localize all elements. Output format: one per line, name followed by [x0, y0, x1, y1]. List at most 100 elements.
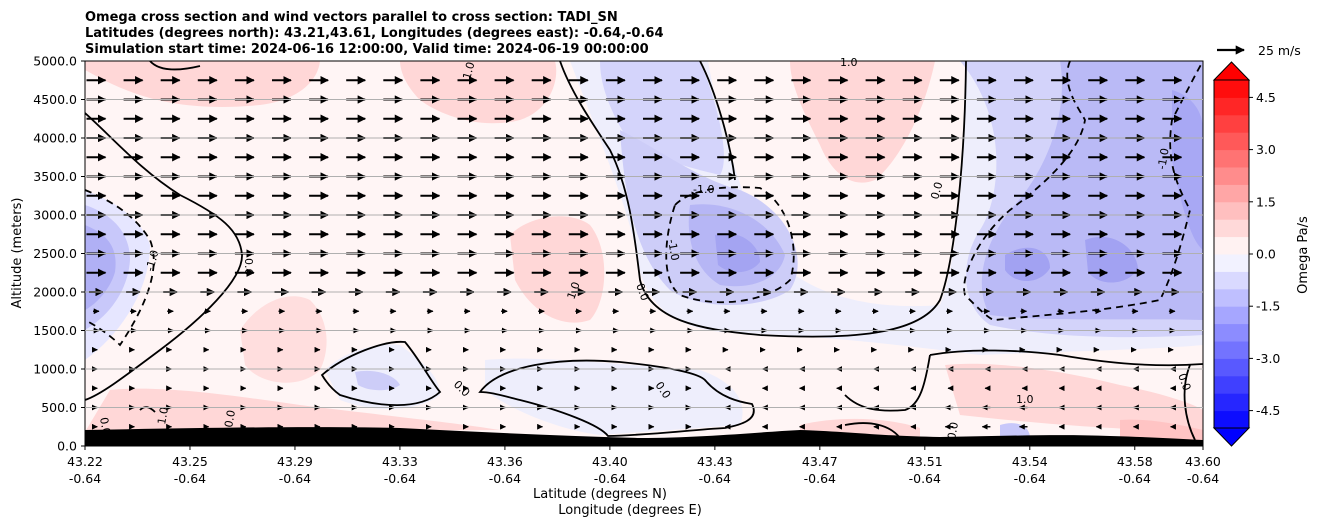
contour-zero — [320, 340, 442, 406]
x-tick-label-latitude: 43.43 — [697, 454, 733, 469]
colorbar-tick-label: -4.5 — [1256, 403, 1280, 418]
contour-label-group: -1.0 0.0 -1.0 -1.0 0.0 0.0 1.0 -1.0 1.0 … — [97, 56, 1193, 441]
colorbar-segment — [1214, 288, 1249, 307]
omega-positive-region — [790, 61, 935, 183]
contour-negative — [665, 186, 795, 304]
colorbar-tick-label: 1.5 — [1256, 194, 1276, 209]
colorbar-segment — [1214, 358, 1249, 377]
omega-negative-region — [1085, 236, 1138, 283]
y-axis: 0.0 500.0 1000.0 1500.0 2000.0 2500.0 3000.0 35… — [33, 54, 1203, 454]
contour-label: 1.0 — [460, 61, 477, 81]
omega-negative-region — [485, 358, 743, 435]
omega-negative-region — [715, 233, 760, 273]
contour-label: -1.0 — [665, 238, 682, 261]
contour-zero — [1183, 364, 1196, 441]
colorbar-segment — [1214, 254, 1249, 272]
colorbar-segment — [1214, 375, 1249, 394]
omega-positive-region — [945, 363, 1203, 431]
colorbar-segment — [1214, 184, 1249, 203]
x-tick-label-longitude: -0.64 — [69, 471, 101, 486]
colorbar-segment — [1214, 410, 1249, 429]
y-tick-label: 5000.0 — [33, 54, 77, 69]
x-tick-label-longitude: -0.64 — [699, 471, 731, 486]
omega-positive-region — [85, 61, 320, 107]
x-tick-label-longitude: -0.64 — [594, 471, 626, 486]
contour-lines — [85, 61, 1203, 441]
colorbar-segment — [1214, 236, 1249, 255]
y-tick-label: 4000.0 — [33, 131, 77, 146]
contour-label: 0.0 — [222, 409, 238, 428]
contour-label: 0.0 — [242, 258, 255, 276]
contour-positive — [149, 61, 201, 71]
omega-positive-region — [1120, 419, 1203, 440]
colorbar: -4.5 -3.0 -1.5 0.0 1.5 3.0 4.5 — [1212, 61, 1280, 447]
contour-label: -1.0 — [693, 183, 714, 196]
omega-negative-region — [85, 225, 116, 310]
chart-title: Omega cross section and wind vectors par… — [85, 10, 618, 25]
colorbar-segment — [1214, 167, 1249, 185]
contour-zero — [844, 349, 1203, 412]
contour-label: 0.0 — [1175, 372, 1193, 393]
colorbar-segment — [1214, 393, 1249, 412]
colorbar-segment — [1214, 149, 1249, 168]
contour-label: 1.0 — [155, 406, 171, 425]
colorbar-tick-label: -3.0 — [1256, 351, 1280, 366]
contour-label: 1.0 — [565, 280, 583, 301]
x-tick-label-longitude: -0.64 — [384, 471, 416, 486]
x-tick-label-longitude: -0.64 — [489, 471, 521, 486]
contour-label: -1.0 — [143, 249, 161, 273]
x-tick-label-longitude: -0.64 — [1119, 471, 1151, 486]
colorbar-segment — [1214, 219, 1249, 238]
colorbar-extend-max — [1212, 61, 1251, 81]
y-tick-label: 2500.0 — [33, 246, 77, 261]
colorbar-segment — [1214, 132, 1249, 151]
colorbar-tick-label: 0.0 — [1256, 247, 1276, 262]
x-tick-label-latitude: 43.29 — [277, 454, 313, 469]
x-tick-label-latitude: 43.47 — [802, 454, 838, 469]
y-tick-label: 1500.0 — [33, 323, 77, 338]
y-tick-label: 3000.0 — [33, 208, 77, 223]
colorbar-segment — [1214, 114, 1249, 133]
x-axis-label-longitude: Longitude (degrees E) — [558, 503, 702, 518]
x-tick-label-latitude: 43.22 — [67, 454, 103, 469]
x-tick-label-latitude: 43.51 — [907, 454, 943, 469]
contour-label: -1.0 — [1155, 147, 1172, 170]
omega-negative-region — [355, 370, 400, 391]
colorbar-segment — [1214, 201, 1249, 220]
x-axis: 43.22 -0.64 43.25 -0.64 43.29 -0.64 43.33 -0.64… — [67, 446, 1221, 486]
y-tick-label: 1000.0 — [33, 362, 77, 377]
contour-label: 0.0 — [945, 421, 961, 440]
x-tick-label-longitude: -0.64 — [909, 471, 941, 486]
contour-negative — [963, 61, 1203, 321]
omega-negative-region — [1172, 90, 1203, 250]
x-tick-label-longitude: -0.64 — [174, 471, 206, 486]
x-axis-label-latitude: Latitude (degrees N) — [533, 487, 667, 502]
omega-positive-region — [85, 388, 500, 432]
terrain — [85, 427, 1203, 446]
y-tick-label: 4500.0 — [33, 92, 77, 107]
contour-label: 0.0 — [928, 181, 945, 201]
chart-subtitle-times: Simulation start time: 2024-06-16 12:00:… — [85, 42, 649, 57]
x-tick-label-latitude: 43.58 — [1117, 454, 1153, 469]
x-tick-label-longitude: -0.64 — [1187, 471, 1219, 486]
contour-negative — [85, 189, 155, 347]
x-tick-label-longitude: -0.64 — [804, 471, 836, 486]
chart-subtitle-latlon: Latitudes (degrees north): 43.21,43.61, … — [85, 26, 664, 41]
colorbar-tick-label: 3.0 — [1256, 142, 1276, 157]
x-tick-label-latitude: 43.33 — [382, 454, 418, 469]
x-tick-label-latitude: 43.25 — [172, 454, 208, 469]
y-axis-label: Altitude (meters) — [10, 198, 25, 309]
omega-positive-region — [240, 296, 327, 383]
y-tick-label: 2000.0 — [33, 285, 77, 300]
x-tick-label-latitude: 43.54 — [1012, 454, 1048, 469]
contour-zero — [478, 359, 755, 437]
colorbar-label: Omega Pa/s — [1296, 216, 1311, 294]
x-tick-label-latitude: 43.60 — [1185, 454, 1221, 469]
colorbar-extend-min — [1212, 427, 1251, 447]
colorbar-tick-label: -1.5 — [1256, 299, 1280, 314]
quiver-key-label: 25 m/s — [1258, 43, 1301, 58]
colorbar-segment — [1214, 323, 1249, 342]
colorbar-segment — [1214, 341, 1249, 359]
